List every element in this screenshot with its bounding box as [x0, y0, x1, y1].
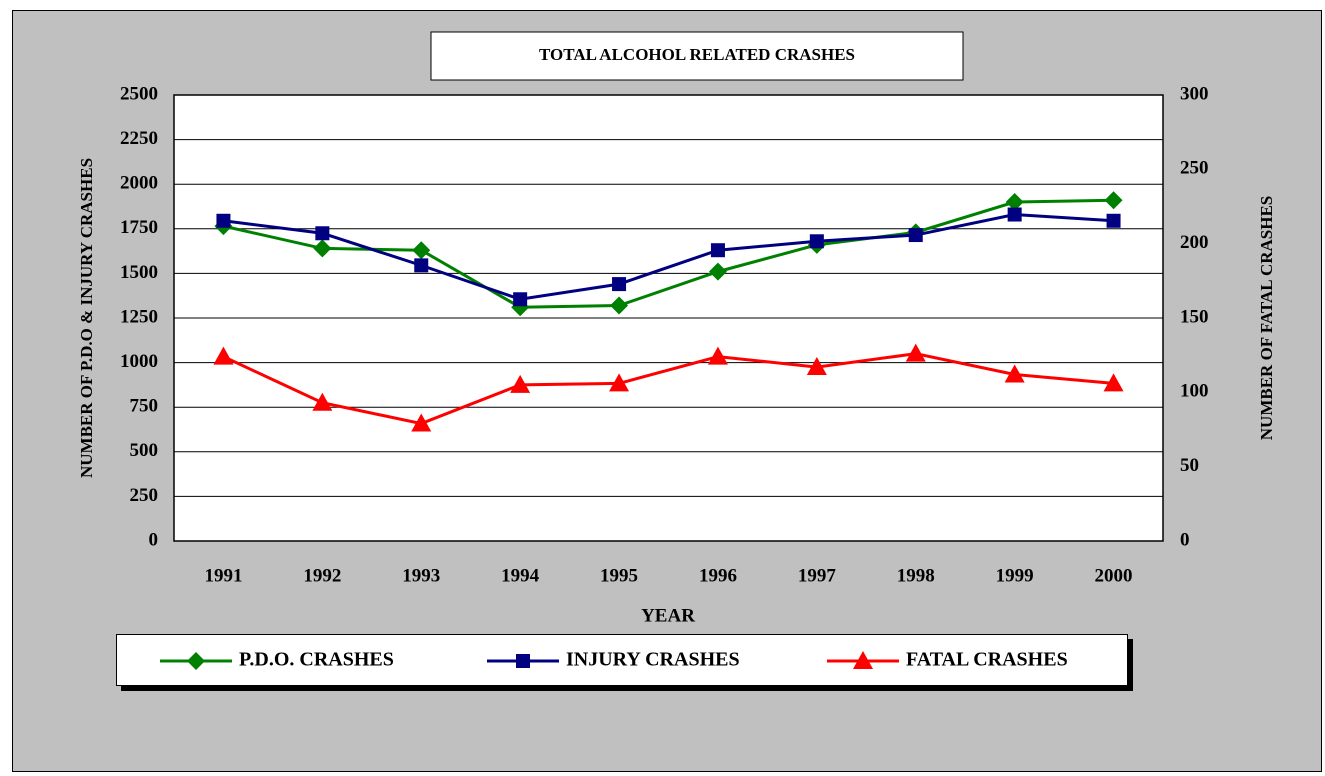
- x-tick-label: 1999: [996, 565, 1034, 586]
- y-tick-label: 1750: [120, 217, 158, 238]
- data-point: [411, 413, 432, 432]
- data-point: [1106, 213, 1121, 228]
- data-point: [414, 258, 429, 273]
- x-tick-label: 1992: [303, 565, 341, 586]
- data-point: [313, 239, 332, 258]
- data-point: [412, 241, 431, 260]
- x-tick-label: 1998: [897, 565, 935, 586]
- x-tick-label: 1991: [204, 565, 242, 586]
- data-point: [1104, 191, 1123, 210]
- data-point: [908, 228, 923, 243]
- y2-tick-label: 100: [1180, 381, 1209, 402]
- x-tick-label: 2000: [1095, 565, 1133, 586]
- data-point: [312, 392, 333, 411]
- y-tick-label: 2000: [120, 173, 158, 194]
- x-tick-label: 1994: [501, 565, 540, 586]
- data-point: [612, 277, 627, 292]
- legend-marker: [187, 652, 205, 670]
- title-box: [430, 31, 964, 81]
- y-tick-label: 750: [130, 396, 159, 417]
- y-tick-label: 500: [130, 440, 159, 461]
- legend-marker: [853, 651, 873, 669]
- plot-border: [173, 94, 1164, 542]
- series-line: [222, 352, 1114, 426]
- data-point: [809, 234, 824, 249]
- legend-label: FATAL CRASHES: [906, 649, 1068, 671]
- data-point: [213, 346, 234, 365]
- y-tick-label: 1500: [120, 262, 158, 283]
- y-tick-label: 0: [149, 529, 159, 550]
- y2-axis-label: NUMBER OF FATAL CRASHES: [1257, 196, 1276, 440]
- data-point: [1004, 364, 1025, 383]
- data-point: [315, 226, 330, 241]
- data-point: [710, 243, 725, 258]
- y2-tick-label: 150: [1180, 306, 1209, 327]
- data-point: [216, 213, 231, 228]
- y2-tick-label: 300: [1180, 83, 1209, 104]
- data-point: [708, 262, 727, 281]
- y2-tick-label: 250: [1180, 158, 1209, 179]
- chart-title: TOTAL ALCOHOL RELATED CRASHES: [539, 45, 855, 64]
- y-tick-label: 1000: [120, 351, 158, 372]
- legend-marker: [516, 654, 530, 668]
- legend-box: [116, 634, 1128, 686]
- x-tick-label: 1995: [600, 565, 638, 586]
- data-point: [1005, 193, 1024, 212]
- data-point: [806, 357, 827, 376]
- y-tick-label: 2250: [120, 128, 158, 149]
- y-tick-label: 2500: [120, 83, 158, 104]
- y-axis-label: NUMBER OF P.D.O & INJURY CRASHES: [77, 158, 96, 478]
- y-tick-label: 1250: [120, 306, 158, 327]
- y2-tick-label: 0: [1180, 529, 1190, 550]
- data-point: [610, 296, 629, 315]
- x-tick-label: 1996: [699, 565, 737, 586]
- y-tick-label: 250: [130, 485, 159, 506]
- legend-label: INJURY CRASHES: [566, 649, 740, 671]
- data-point: [513, 292, 528, 307]
- data-point: [1103, 373, 1124, 392]
- data-point: [609, 373, 630, 392]
- data-point: [707, 346, 728, 365]
- series-line: [223, 213, 1114, 301]
- x-tick-label: 1993: [402, 565, 440, 586]
- data-point: [905, 343, 926, 362]
- data-point: [1007, 207, 1022, 222]
- y2-tick-label: 200: [1180, 232, 1209, 253]
- legend-label: P.D.O. CRASHES: [239, 649, 394, 671]
- x-axis-label: YEAR: [641, 605, 695, 626]
- y2-tick-label: 50: [1180, 455, 1199, 476]
- data-point: [510, 374, 531, 393]
- x-tick-label: 1997: [798, 565, 837, 586]
